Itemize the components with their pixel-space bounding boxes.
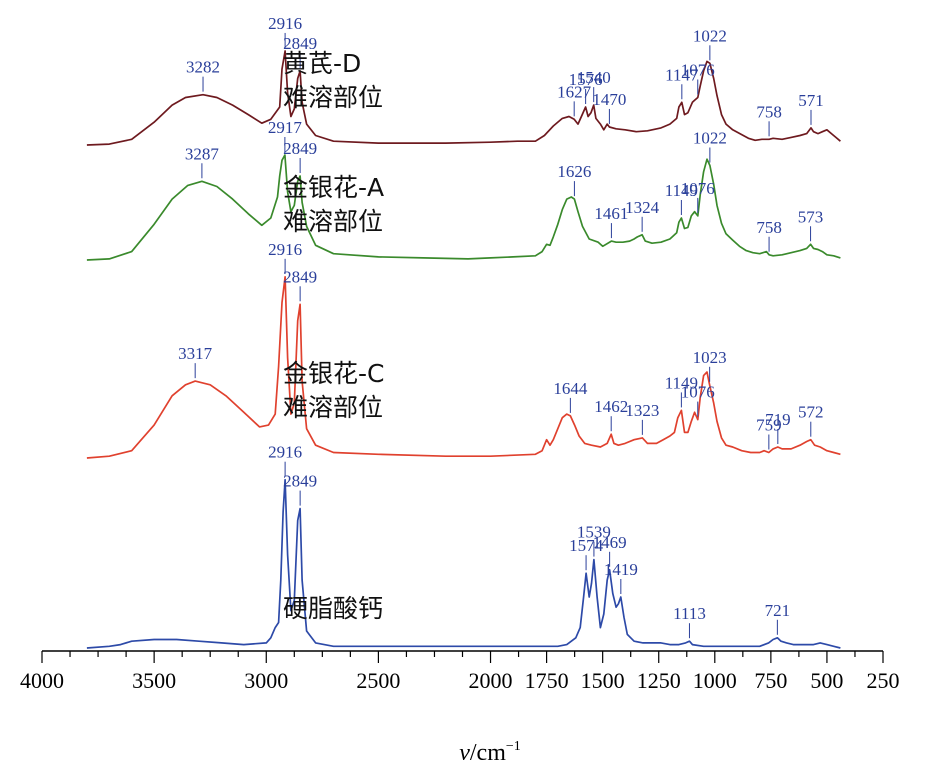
peak-label-1-1470: 1470 bbox=[592, 90, 626, 109]
peak-labels-layer: 3282291628491627157615401470114710761022… bbox=[178, 14, 824, 639]
x-axis-symbol: v bbox=[459, 740, 470, 766]
peak-label-3-719: 719 bbox=[765, 410, 791, 429]
peak-label-4-2849: 2849 bbox=[283, 472, 317, 491]
peak-label-3-1644: 1644 bbox=[553, 379, 588, 398]
x-tick-label-1750: 1750 bbox=[525, 668, 569, 693]
peak-label-4-1113: 1113 bbox=[673, 604, 706, 623]
x-tick-label-1500: 1500 bbox=[581, 668, 625, 693]
x-axis: 4000 3500 3000 2500 2000 1750 1500 1250 1000 750 5… bbox=[20, 650, 900, 693]
x-tick-label-3000: 3000 bbox=[244, 668, 288, 693]
spectra-layer bbox=[86, 50, 841, 649]
peak-label-2-3287: 3287 bbox=[185, 144, 220, 163]
peak-label-2-1022: 1022 bbox=[693, 129, 727, 148]
peak-label-4-1539: 1539 bbox=[577, 523, 611, 542]
peak-label-2-2849: 2849 bbox=[283, 139, 317, 158]
peak-label-1-1147: 1147 bbox=[665, 65, 699, 84]
peak-label-1-3282: 3282 bbox=[186, 58, 220, 77]
peak-label-1-2916: 2916 bbox=[268, 14, 302, 33]
peak-label-4-1469: 1469 bbox=[593, 533, 627, 552]
peak-label-2-1626: 1626 bbox=[557, 162, 591, 181]
peak-label-4-2916: 2916 bbox=[268, 443, 302, 462]
x-tick-label-250: 250 bbox=[867, 668, 900, 693]
peak-label-3-572: 572 bbox=[798, 403, 824, 422]
peak-label-4-721: 721 bbox=[765, 601, 791, 620]
x-tick-label-3500: 3500 bbox=[132, 668, 176, 693]
peak-label-1-1576: 1576 bbox=[569, 70, 603, 89]
x-tick-label-750: 750 bbox=[754, 668, 787, 693]
peak-label-2-1324: 1324 bbox=[625, 198, 660, 217]
x-tick-label-1000: 1000 bbox=[693, 668, 737, 693]
peak-label-2-573: 573 bbox=[798, 207, 824, 226]
series-name-2-line2: 难溶部位 bbox=[283, 207, 383, 236]
spectrum-line-2 bbox=[86, 154, 841, 261]
x-tick-label-2500: 2500 bbox=[356, 668, 400, 693]
peak-label-1-758: 758 bbox=[756, 102, 782, 121]
peak-label-1-1540: 1540 bbox=[577, 68, 611, 87]
series-name-3: 金银花-C bbox=[283, 359, 384, 388]
x-tick-label-500: 500 bbox=[810, 668, 843, 693]
peak-label-4-1419: 1419 bbox=[604, 560, 638, 579]
peak-label-3-3317: 3317 bbox=[178, 344, 213, 363]
peak-label-3-759: 759 bbox=[756, 416, 782, 435]
peak-label-3-2849: 2849 bbox=[283, 267, 317, 286]
spectrum-line-1 bbox=[86, 50, 841, 146]
series-name-3-line2: 难溶部位 bbox=[283, 393, 383, 422]
series-name-2: 金银花-A bbox=[283, 173, 384, 202]
spectrum-line-4 bbox=[86, 478, 841, 649]
peak-label-2-758: 758 bbox=[756, 218, 782, 237]
peak-label-1-571: 571 bbox=[798, 91, 824, 110]
peak-label-2-2917: 2917 bbox=[268, 118, 303, 137]
peak-label-4-1574: 1574 bbox=[569, 536, 604, 555]
peak-label-3-1023: 1023 bbox=[693, 348, 727, 367]
x-axis-title: v/cm−1 bbox=[459, 739, 521, 766]
peak-label-3-1462: 1462 bbox=[594, 397, 628, 416]
peak-label-1-1076: 1076 bbox=[681, 61, 715, 80]
peak-label-2-1076: 1076 bbox=[681, 179, 715, 198]
x-axis-exponent: −1 bbox=[506, 739, 521, 754]
peak-label-3-1076: 1076 bbox=[681, 383, 715, 402]
x-tick-label-1250: 1250 bbox=[637, 668, 681, 693]
series-name-4: 硬脂酸钙 bbox=[283, 594, 383, 623]
spectrum-line-3 bbox=[86, 275, 841, 459]
peak-label-3-1323: 1323 bbox=[625, 401, 659, 420]
x-tick-label-4000: 4000 bbox=[20, 668, 64, 693]
peak-label-1-2849: 2849 bbox=[283, 34, 317, 53]
peak-label-3-1149: 1149 bbox=[665, 373, 698, 392]
peak-label-1-1022: 1022 bbox=[693, 26, 727, 45]
peak-label-3-2916: 2916 bbox=[268, 240, 302, 259]
peak-label-2-1149: 1149 bbox=[665, 181, 698, 200]
x-tick-label-2000: 2000 bbox=[469, 668, 513, 693]
peak-label-2-1461: 1461 bbox=[594, 204, 628, 223]
peak-label-1-1627: 1627 bbox=[557, 82, 592, 101]
x-axis-unit: /cm bbox=[470, 740, 506, 766]
series-name-1: 黄芪-D bbox=[283, 49, 361, 78]
series-name-1-line2: 难溶部位 bbox=[283, 83, 383, 112]
